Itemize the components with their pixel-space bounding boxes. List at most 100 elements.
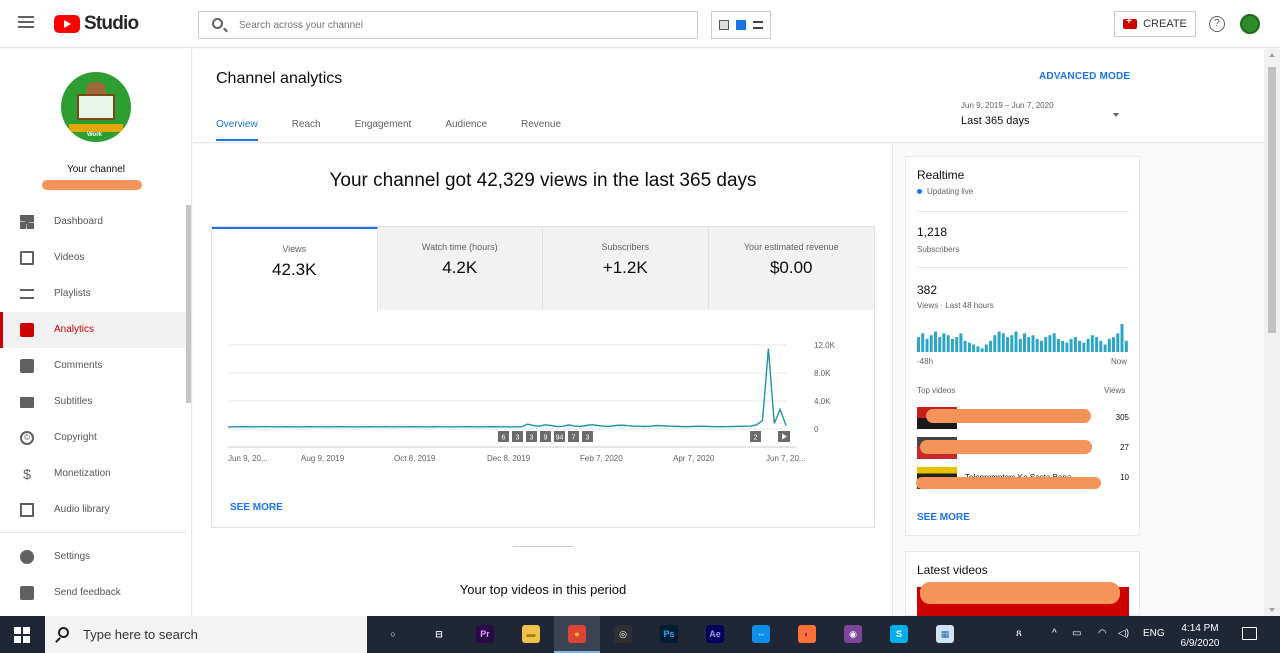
event-marker[interactable] bbox=[526, 431, 537, 442]
sidebar-item-monetization[interactable]: $ Monetization bbox=[0, 456, 186, 492]
search-icon bbox=[58, 627, 69, 638]
after-effects-icon-glyph: Ae bbox=[706, 625, 724, 643]
help-icon[interactable]: ? bbox=[1209, 16, 1225, 32]
realtime-bar bbox=[1112, 337, 1115, 352]
realtime-bar bbox=[1103, 344, 1107, 352]
event-marker[interactable] bbox=[512, 431, 523, 442]
overview-panel: Your channel got 42,329 views in the las… bbox=[193, 144, 893, 616]
event-marker-label: 2 bbox=[754, 435, 758, 442]
extension-toolbar bbox=[711, 11, 771, 39]
redacted-video-title bbox=[920, 440, 1092, 454]
paint-icon[interactable]: ▦ bbox=[922, 616, 968, 653]
chevron-up-icon[interactable]: ^ bbox=[1052, 628, 1057, 639]
volume-icon[interactable]: ◁) bbox=[1118, 628, 1130, 639]
sidebar-scrollbar[interactable] bbox=[186, 205, 191, 403]
realtime-bar bbox=[959, 333, 963, 352]
search-box[interactable] bbox=[198, 11, 698, 39]
hamburger-menu-icon[interactable] bbox=[18, 16, 36, 30]
metric-subscribers[interactable]: Subscribers +1.2K bbox=[543, 227, 709, 310]
x-tick-label: Feb 7, 2020 bbox=[580, 454, 623, 463]
chrome-icon[interactable]: ● bbox=[554, 616, 600, 653]
sidebar-item-audio-library[interactable]: Audio library bbox=[0, 492, 186, 528]
account-avatar[interactable] bbox=[1240, 14, 1260, 34]
after-effects-icon[interactable]: Ae bbox=[692, 616, 738, 653]
date-range-picker[interactable]: Jun 9, 2019 – Jun 7, 2020 Last 365 days bbox=[961, 101, 1129, 127]
create-button[interactable]: CREATE bbox=[1114, 11, 1196, 37]
search-input[interactable] bbox=[239, 16, 679, 34]
list-extension-icon[interactable] bbox=[752, 21, 763, 29]
see-more-link[interactable]: SEE MORE bbox=[230, 502, 283, 513]
audio-library-icon bbox=[20, 503, 34, 517]
scroll-up-arrow-icon[interactable] bbox=[1269, 53, 1275, 57]
metric-watch-time[interactable]: Watch time (hours) 4.2K bbox=[377, 227, 543, 310]
advanced-mode-link[interactable]: ADVANCED MODE bbox=[1039, 71, 1131, 82]
chevron-down-icon bbox=[1113, 113, 1119, 117]
event-marker[interactable] bbox=[582, 431, 593, 442]
play-extension-icon[interactable] bbox=[735, 20, 746, 30]
sidebar-item-label: Audio library bbox=[54, 504, 110, 515]
realtime-bar bbox=[1027, 337, 1031, 352]
x-tick-label: Dec 8, 2019 bbox=[487, 454, 531, 463]
image-extension-icon[interactable] bbox=[719, 20, 730, 30]
sidebar-item-videos[interactable]: Videos bbox=[0, 240, 186, 276]
skype-icon[interactable]: S bbox=[876, 616, 922, 653]
event-marker[interactable] bbox=[750, 431, 761, 442]
taskbar-apps: ○ ⊟ Pr ▬ ● ◎ Ps Ae ⇔ ◐ ◉ S ▦ bbox=[370, 616, 968, 653]
realtime-bar bbox=[980, 348, 984, 352]
realtime-bar bbox=[1069, 338, 1073, 352]
realtime-bar bbox=[1086, 338, 1090, 352]
tab-audience[interactable]: Audience bbox=[445, 119, 488, 130]
photoshop-icon-glyph: Ps bbox=[660, 625, 678, 643]
wifi-icon[interactable]: ◠ bbox=[1098, 628, 1107, 639]
channel-avatar[interactable]: Work bbox=[61, 72, 131, 142]
sidebar-item-send-feedback[interactable]: Send feedback bbox=[0, 575, 186, 611]
sidebar-item-dashboard[interactable]: Dashboard bbox=[0, 204, 186, 240]
event-marker[interactable] bbox=[540, 431, 551, 442]
page-scrollbar[interactable] bbox=[1264, 49, 1280, 616]
notification-center-icon[interactable] bbox=[1242, 627, 1257, 640]
timeline-icon[interactable]: ⊟ bbox=[416, 616, 462, 653]
scrollbar-thumb[interactable] bbox=[1268, 67, 1276, 333]
battery-icon[interactable]: ▭ bbox=[1072, 628, 1082, 639]
date-range-text: Jun 9, 2019 – Jun 7, 2020 bbox=[961, 101, 1054, 110]
file-explorer-icon[interactable]: ▬ bbox=[508, 616, 554, 653]
sidebar-item-copyright[interactable]: © Copyright bbox=[0, 420, 186, 456]
y-tick-label: 0 bbox=[814, 425, 819, 434]
scroll-down-arrow-icon[interactable] bbox=[1269, 608, 1275, 612]
event-marker[interactable] bbox=[498, 431, 509, 442]
event-marker[interactable] bbox=[554, 431, 565, 442]
tab-reach[interactable]: Reach bbox=[291, 119, 321, 130]
tab-overview[interactable]: Overview bbox=[216, 119, 258, 141]
realtime-see-more-link[interactable]: SEE MORE bbox=[917, 512, 970, 523]
realtime-views: 382 bbox=[917, 283, 938, 297]
monetization-icon: $ bbox=[23, 466, 31, 482]
language-indicator[interactable]: ENG bbox=[1143, 628, 1165, 639]
realtime-bar bbox=[921, 333, 925, 352]
teamviewer-icon[interactable]: ⇔ bbox=[738, 616, 784, 653]
taskbar-clock[interactable]: 4:14 PM 6/9/2020 bbox=[1175, 621, 1225, 651]
metric-revenue[interactable]: Your estimated revenue $0.00 bbox=[708, 227, 874, 310]
task-view-icon[interactable]: ○ bbox=[370, 616, 416, 653]
sidebar-item-playlists[interactable]: Playlists bbox=[0, 276, 186, 312]
windows-start-icon[interactable] bbox=[14, 627, 30, 643]
tab-revenue[interactable]: Revenue bbox=[521, 119, 562, 130]
firefox-icon[interactable]: ◐ bbox=[784, 616, 830, 653]
event-marker-label: 3 bbox=[530, 435, 534, 442]
tor-icon[interactable]: ◉ bbox=[830, 616, 876, 653]
people-icon[interactable]: ጸ bbox=[1016, 628, 1022, 639]
event-marker[interactable] bbox=[568, 431, 579, 442]
taskbar-search-box[interactable]: Type here to search bbox=[45, 616, 367, 653]
metric-views[interactable]: Views 42.3K bbox=[212, 227, 378, 310]
premiere-icon[interactable]: Pr bbox=[462, 616, 508, 653]
sidebar-item-analytics[interactable]: Analytics bbox=[0, 312, 186, 348]
sidebar-item-settings[interactable]: Settings bbox=[0, 539, 186, 575]
studio-logo[interactable]: Studio bbox=[54, 13, 139, 35]
realtime-bar bbox=[997, 331, 1001, 352]
tab-engagement[interactable]: Engagement bbox=[354, 119, 412, 130]
sidebar-item-subtitles[interactable]: Subtitles bbox=[0, 384, 186, 420]
sidebar-item-comments[interactable]: Comments bbox=[0, 348, 186, 384]
realtime-bar bbox=[925, 338, 929, 352]
photoshop-icon[interactable]: Ps bbox=[646, 616, 692, 653]
realtime-bar bbox=[1048, 335, 1052, 352]
obs-icon[interactable]: ◎ bbox=[600, 616, 646, 653]
